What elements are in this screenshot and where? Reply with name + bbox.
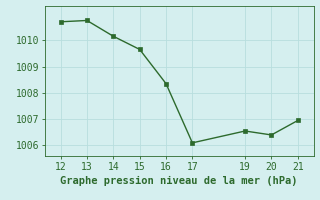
X-axis label: Graphe pression niveau de la mer (hPa): Graphe pression niveau de la mer (hPa) xyxy=(60,176,298,186)
